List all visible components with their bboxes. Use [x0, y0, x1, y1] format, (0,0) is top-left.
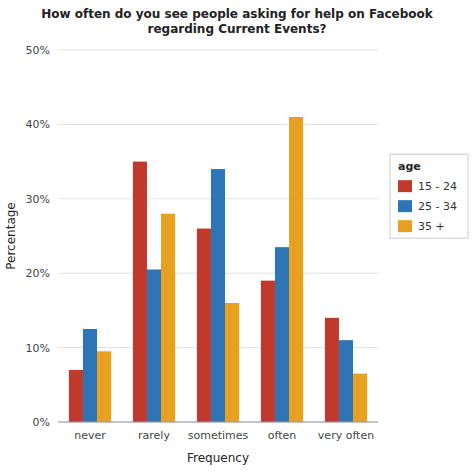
x-tick-label: sometimes — [188, 429, 249, 442]
bar — [161, 214, 175, 422]
legend-swatch — [398, 180, 412, 192]
legend-entry: 15 - 24 — [418, 180, 457, 193]
legend-swatch — [398, 200, 412, 212]
chart: How often do you see people asking for h… — [0, 0, 474, 474]
title: How often do you see people asking for h… — [41, 7, 434, 36]
y-tick-label: 10% — [26, 342, 50, 355]
x-axis-label: Frequency — [187, 451, 249, 465]
bar — [197, 229, 211, 422]
bar — [97, 351, 111, 422]
grid-line — [58, 50, 378, 51]
bar — [225, 303, 239, 422]
legend-entry: 35 + — [418, 220, 445, 233]
grid-line — [58, 124, 378, 125]
bar — [353, 374, 367, 422]
x-tick-label: never — [74, 429, 106, 442]
y-tick-label: 30% — [26, 193, 50, 206]
bar — [69, 370, 83, 422]
bar — [339, 340, 353, 422]
bar — [211, 169, 225, 422]
x-tick-label: rarely — [138, 429, 170, 442]
x-tick-label: very often — [318, 429, 374, 442]
bar — [289, 117, 303, 422]
legend-entry: 25 - 34 — [418, 200, 457, 213]
grid — [58, 50, 378, 422]
bar — [83, 329, 97, 422]
bar — [325, 318, 339, 422]
x-tick-label: often — [268, 429, 296, 442]
legend-box — [390, 154, 468, 238]
y-axis-label: Percentage — [4, 202, 18, 270]
legend-title: age — [398, 160, 421, 173]
grid-line — [58, 422, 378, 423]
bar — [147, 269, 161, 422]
y-tick-label: 50% — [26, 44, 50, 57]
y-tick-label: 0% — [33, 416, 50, 429]
y-tick-label: 40% — [26, 118, 50, 131]
bar — [261, 281, 275, 422]
bar — [275, 247, 289, 422]
x-axis-line — [58, 422, 378, 423]
y-tick-label: 20% — [26, 267, 50, 280]
bars — [69, 117, 367, 422]
bar — [133, 162, 147, 422]
legend: age 15 - 24 25 - 34 35 + — [390, 154, 468, 238]
legend-swatch — [398, 220, 412, 232]
